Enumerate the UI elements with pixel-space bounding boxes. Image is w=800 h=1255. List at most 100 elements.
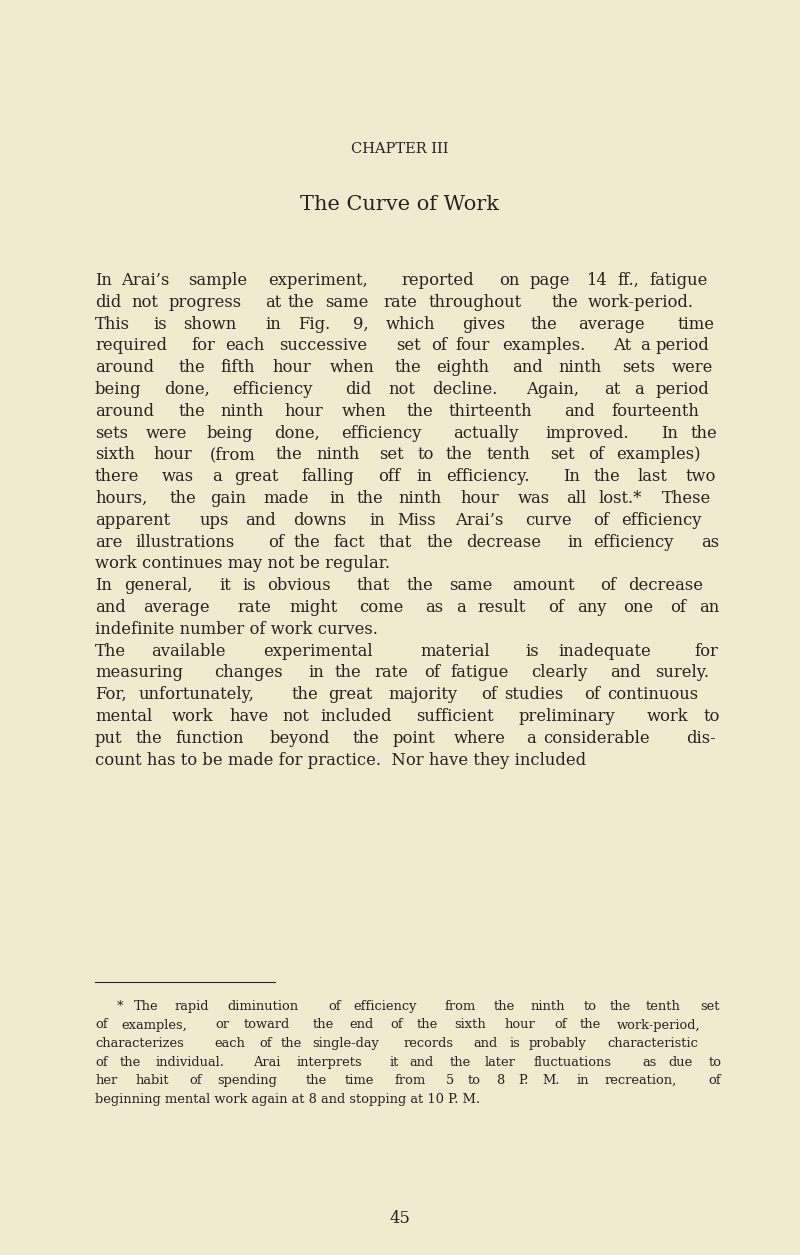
Text: examples.: examples. [502,338,586,354]
Text: did: did [95,294,122,311]
Text: to: to [418,447,434,463]
Text: the: the [417,1019,438,1032]
Text: sample: sample [188,272,246,289]
Text: In: In [661,424,678,442]
Text: improved.: improved. [546,424,629,442]
Text: and: and [512,359,542,376]
Text: when: when [330,359,374,376]
Text: were: were [672,359,713,376]
Text: for: for [191,338,215,354]
Text: curve: curve [525,512,571,528]
Text: being: being [206,424,253,442]
Text: was: was [518,489,550,507]
Text: In: In [563,468,580,486]
Text: that: that [378,533,412,551]
Text: the: the [288,294,314,311]
Text: efficiency: efficiency [354,1000,418,1013]
Text: This: This [95,315,130,333]
Text: did: did [346,382,372,398]
Text: diminution: diminution [228,1000,299,1013]
Text: come: come [359,599,404,616]
Text: it: it [220,577,231,594]
Text: as: as [642,1055,656,1068]
Text: of: of [589,447,605,463]
Text: of: of [554,1019,566,1032]
Text: sets: sets [622,359,654,376]
Text: the: the [357,489,383,507]
Text: successive: successive [279,338,367,354]
Text: ninth: ninth [558,359,602,376]
Text: hours,: hours, [95,489,147,507]
Text: probably: probably [528,1037,586,1050]
Text: for: for [694,643,718,660]
Text: downs: downs [293,512,346,528]
Text: mental: mental [95,708,152,725]
Text: put: put [95,730,122,747]
Text: where: where [454,730,505,747]
Text: in: in [265,315,281,333]
Text: beginning mental work again at 8 and stopping at 10 P. M.: beginning mental work again at 8 and sto… [95,1093,480,1106]
Text: of: of [709,1074,722,1087]
Text: the: the [449,1055,470,1068]
Text: inadequate: inadequate [558,643,651,660]
Text: majority: majority [389,686,458,703]
Text: is: is [153,315,166,333]
Text: shown: shown [183,315,237,333]
Text: the: the [306,1074,327,1087]
Text: examples,: examples, [121,1019,186,1032]
Text: later: later [485,1055,516,1068]
Text: sixth: sixth [95,447,135,463]
Text: sixth: sixth [454,1019,486,1032]
Text: studies: studies [505,686,564,703]
Text: fatigue: fatigue [650,272,708,289]
Text: the: the [446,447,473,463]
Text: when: when [342,403,386,420]
Text: sufficient: sufficient [416,708,494,725]
Text: set: set [550,447,574,463]
Text: M.: M. [542,1074,560,1087]
Text: and: and [564,403,595,420]
Text: the: the [353,730,380,747]
Text: (from: (from [210,447,256,463]
Text: sets: sets [95,424,128,442]
Text: reported: reported [401,272,474,289]
Text: efficiency.: efficiency. [446,468,530,486]
Text: gain: gain [210,489,246,507]
Text: 14: 14 [586,272,607,289]
Text: For,: For, [95,686,126,703]
Text: being: being [95,382,142,398]
Text: surely.: surely. [655,664,710,681]
Text: the: the [178,403,206,420]
Text: ups: ups [200,512,229,528]
Text: the: the [407,577,434,594]
Text: Again,: Again, [526,382,579,398]
Text: ninth: ninth [398,489,441,507]
Text: a: a [213,468,222,486]
Text: 9,: 9, [353,315,368,333]
Text: the: the [280,1037,302,1050]
Text: from: from [445,1000,476,1013]
Text: and: and [610,664,641,681]
Text: single-day: single-day [313,1037,379,1050]
Text: efficiency: efficiency [233,382,313,398]
Text: ff.,: ff., [618,272,639,289]
Text: preliminary: preliminary [519,708,616,725]
Text: that: that [357,577,390,594]
Text: the: the [334,664,362,681]
Text: of: of [190,1074,202,1087]
Text: 45: 45 [390,1210,410,1227]
Text: of: of [670,599,686,616]
Text: efficiency: efficiency [621,512,702,528]
Text: time: time [678,315,714,333]
Text: from: from [394,1074,426,1087]
Text: set: set [700,1000,719,1013]
Text: page: page [530,272,570,289]
Text: hour: hour [153,447,192,463]
Text: have: have [229,708,268,725]
Text: at: at [604,382,620,398]
Text: to: to [584,1000,597,1013]
Text: the: the [178,359,205,376]
Text: continuous: continuous [607,686,698,703]
Text: rapid: rapid [174,1000,209,1013]
Text: changes: changes [214,664,283,681]
